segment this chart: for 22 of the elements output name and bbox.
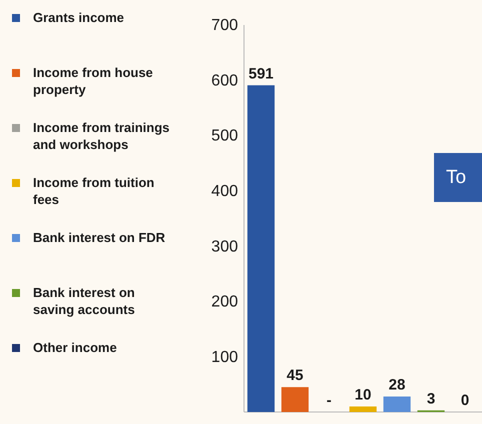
data-label: 10 (354, 386, 372, 404)
annotation: To (446, 167, 466, 188)
y-tick-label: 100 (211, 348, 238, 366)
data-label: 28 (388, 376, 406, 394)
legend-label: Income from house property (33, 65, 153, 98)
legend-label: Income from trainings and workshops (33, 120, 170, 152)
y-tick-label: 200 (211, 294, 238, 311)
legend-label: Income from tuition fees (33, 175, 154, 208)
y-tick-label: 400 (211, 182, 238, 200)
legend-label: Bank interest on saving accounts (33, 285, 135, 318)
legend-label: Other income (33, 340, 117, 356)
data-label: - (326, 392, 332, 409)
y-tick-label: 700 (211, 17, 238, 34)
data-label: 3 (426, 390, 436, 408)
data-label: 591 (248, 65, 274, 82)
data-label: 45 (286, 367, 304, 384)
legend-label: Bank interest on FDR (33, 230, 166, 246)
legend-label: Grants income (33, 10, 124, 26)
y-tick-label: 500 (211, 128, 238, 145)
y-tick-label: 300 (211, 238, 238, 256)
y-tick-label: 600 (211, 72, 238, 90)
data-label: 0 (460, 392, 470, 409)
